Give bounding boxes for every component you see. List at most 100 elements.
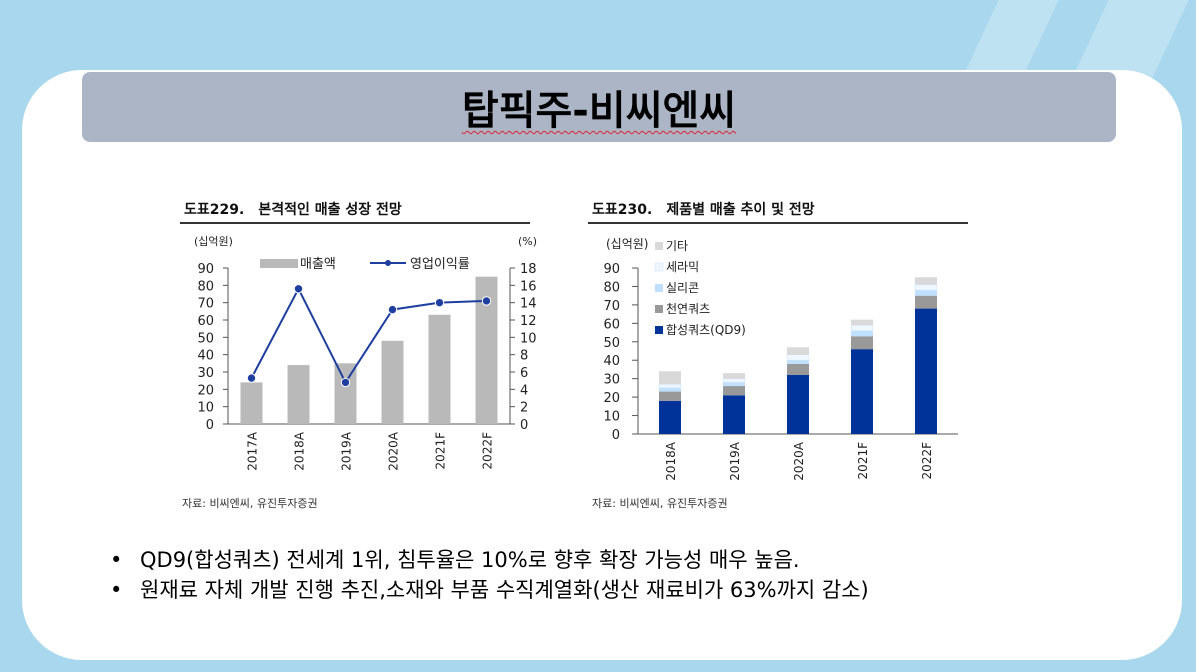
background-stripe xyxy=(961,0,1059,80)
margin-point xyxy=(434,297,445,308)
legend-swatch xyxy=(655,305,663,313)
right-tick-label: 8 xyxy=(520,349,528,364)
margin-point xyxy=(246,373,257,383)
y-tick-label: 70 xyxy=(603,299,620,314)
left-tick-label: 60 xyxy=(197,314,214,329)
margin-point xyxy=(293,284,304,294)
x-tick-label: 2019A xyxy=(340,431,354,471)
x-tick-label: 2022F xyxy=(920,442,934,480)
figure-2-number: 도표230. xyxy=(592,202,653,218)
stacked-bar-segment xyxy=(851,330,873,337)
left-tick-label: 40 xyxy=(197,349,214,364)
stacked-bar-segment xyxy=(723,373,745,379)
margin-point xyxy=(481,296,492,306)
slide-title: 탑픽주-비씨엔씨 xyxy=(461,88,737,134)
right-tick-label: 16 xyxy=(520,279,537,294)
legend-swatch xyxy=(655,284,663,292)
right-tick-label: 0 xyxy=(520,418,528,433)
left-tick-label: 20 xyxy=(197,383,214,398)
right-tick-label: 12 xyxy=(520,314,537,329)
x-tick-label: 2022F xyxy=(481,432,495,470)
y-tick-label: 90 xyxy=(603,262,620,277)
left-tick-label: 90 xyxy=(197,262,214,277)
y-axis-unit: (십억원) xyxy=(606,237,648,251)
bullet-list: QD9(합성쿼츠) 전세계 1위, 침투율은 10%로 향후 확장 가능성 매우… xyxy=(110,545,869,605)
revenue-bar xyxy=(240,382,263,424)
legend-label-revenue: 매출액 xyxy=(300,257,336,272)
y-tick-label: 0 xyxy=(612,428,620,443)
stacked-bar-segment xyxy=(914,284,938,291)
left-tick-label: 0 xyxy=(206,418,214,433)
right-tick-label: 18 xyxy=(520,262,537,277)
stacked-bar-segment xyxy=(658,383,682,389)
legend-marker-margin xyxy=(385,260,391,266)
revenue-bar xyxy=(334,363,357,424)
left-tick-label: 80 xyxy=(197,279,214,294)
title-bar: 탑픽주-비씨엔씨 xyxy=(82,72,1116,142)
product-revenue-chart: (십억원) 0 10 20 30 40 50 60 70 80 90 2018A 2019A 2020A 2… xyxy=(603,237,958,481)
x-tick-label: 2019A xyxy=(728,441,742,481)
stacked-bar-segment xyxy=(723,395,745,434)
right-tick-label: 14 xyxy=(520,297,537,312)
revenue-margin-chart: (십억원) (%) 0 10 20 30 40 50 60 70 80 90 0 2 4 6 8 10 12 14 16… xyxy=(194,235,537,471)
left-tick-label: 30 xyxy=(197,366,214,381)
stacked-bar-segment xyxy=(723,386,745,396)
stacked-bar-segment xyxy=(851,336,873,350)
figure-1-heading: 도표229. 본격적인 매출 성장 전망 xyxy=(184,199,402,219)
stacked-bar-segment xyxy=(723,382,745,387)
left-tick-label: 50 xyxy=(197,331,214,346)
left-tick-label: 10 xyxy=(197,401,214,416)
right-tick-label: 4 xyxy=(520,383,528,398)
y-tick-label: 30 xyxy=(603,373,620,388)
stacked-bar-segment xyxy=(915,277,937,285)
y-tick-label: 10 xyxy=(603,410,620,425)
revenue-bar xyxy=(287,365,310,424)
y-tick-label: 60 xyxy=(603,317,620,332)
x-tick-label: 2018A xyxy=(293,431,307,471)
margin-point xyxy=(387,304,398,315)
margin-line xyxy=(250,286,487,385)
left-axis-unit: (십억원) xyxy=(194,235,233,248)
x-tick-label: 2021F xyxy=(434,432,448,470)
stacked-bar-segment xyxy=(787,363,809,375)
legend-label: 기타 xyxy=(666,239,688,253)
stacked-bar-segment xyxy=(787,374,809,434)
figure-2-title: 제품별 매출 추이 및 전망 xyxy=(666,202,815,218)
bullet-item: 원재료 자체 개발 진행 추진,소재와 부품 수직계열화(생산 재료비가 63%… xyxy=(110,575,869,605)
revenue-bar xyxy=(381,340,404,424)
legend-swatch xyxy=(655,326,663,334)
figure-1-rule xyxy=(180,222,530,224)
stacked-bar-segment xyxy=(659,400,681,434)
right-axis-unit: (%) xyxy=(518,235,537,248)
legend-swatch-revenue xyxy=(260,259,298,268)
x-tick-label: 2021F xyxy=(856,442,870,480)
stacked-bar-segment xyxy=(786,354,810,361)
right-tick-label: 2 xyxy=(520,401,528,416)
x-tick-label: 2017A xyxy=(246,431,260,471)
margin-point xyxy=(340,377,351,388)
left-tick-label: 70 xyxy=(197,297,214,312)
stacked-bar-segment xyxy=(787,347,809,355)
y-tick-label: 20 xyxy=(603,391,620,406)
stacked-bar-segment xyxy=(850,324,874,331)
figure-2-rule xyxy=(588,222,968,224)
figure-1-source: 자료: 비씨엔씨, 유진투자증권 xyxy=(182,497,318,510)
stacked-bar-segment xyxy=(659,391,681,401)
stacked-bar-segment xyxy=(851,319,873,326)
stacked-bar-segment xyxy=(915,290,937,296)
stacked-bar-segment xyxy=(722,378,746,383)
legend-swatch xyxy=(654,262,664,272)
figure-2-source: 자료: 비씨엔씨, 유진투자증권 xyxy=(592,497,728,510)
stacked-bar-segment xyxy=(915,295,937,309)
stacked-bar-segment xyxy=(851,349,873,434)
x-tick-label: 2020A xyxy=(792,441,806,481)
legend-label: 합성쿼츠(QD9) xyxy=(666,323,746,337)
legend-label: 실리콘 xyxy=(666,281,699,295)
stacked-bar-segment xyxy=(659,371,681,385)
right-tick-label: 6 xyxy=(520,366,528,381)
legend-label-margin: 영업이익률 xyxy=(410,257,470,272)
right-tick-label: 10 xyxy=(520,331,537,346)
background-stripe xyxy=(1071,0,1189,80)
figure-2-heading: 도표230. 제품별 매출 추이 및 전망 xyxy=(592,199,815,219)
x-tick-label: 2018A xyxy=(664,441,678,481)
